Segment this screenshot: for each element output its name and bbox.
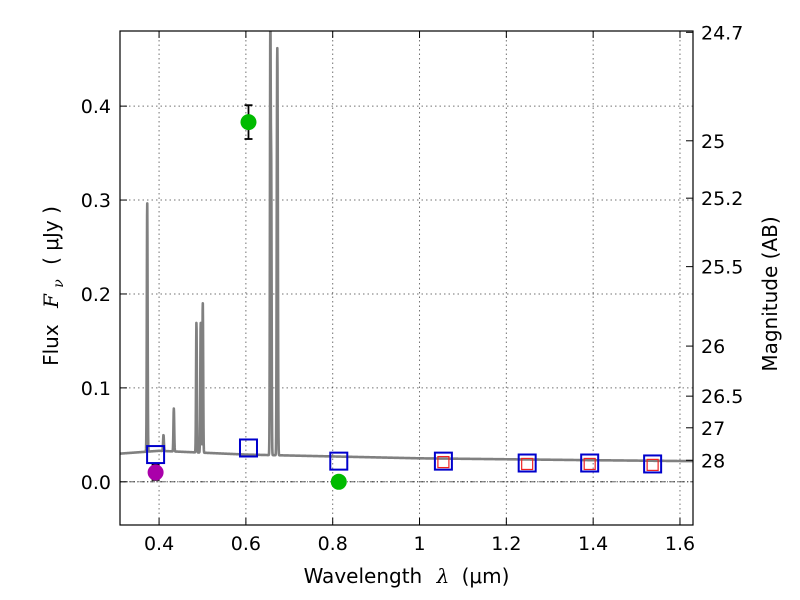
x-tick-label: 0.4 xyxy=(144,533,174,555)
x-axis-title-symbol: λ xyxy=(436,564,450,588)
model-photometry-ir-marker xyxy=(437,455,450,469)
y-axis-title-subscript: ν xyxy=(51,279,67,288)
y-tick-label: 0.0 xyxy=(81,472,111,494)
y-axis-title: Flux F ν ( μJy ) xyxy=(39,206,68,366)
x-axis-title-prefix: Wavelength xyxy=(304,564,423,588)
x-axis-title: Wavelength λ (μm) xyxy=(304,564,510,588)
y2-tick-label: 25.2 xyxy=(701,188,743,210)
data-point xyxy=(147,464,164,481)
model-photometry-marker xyxy=(517,453,537,473)
model-photometry-ir-marker xyxy=(583,457,596,471)
model-photometry-ir-marker xyxy=(521,457,534,471)
y-tick-label: 0.2 xyxy=(81,284,111,306)
x-tick-label: 1 xyxy=(413,533,425,555)
x-tick-label: 1.2 xyxy=(491,533,521,555)
y-axis-title-unit: ( μJy ) xyxy=(39,206,63,265)
axis-ticks: 0.4 0.6 0.8 1 1.2 1.4 1.6 0.0 0.1 0.2 0.3 0.4 24.7 25… xyxy=(81,22,744,555)
model-photometry-ir-marker xyxy=(646,458,659,471)
x-tick-label: 1.6 xyxy=(665,533,695,555)
model-photometry-marker xyxy=(580,453,600,473)
x-tick-label: 0.8 xyxy=(318,533,348,555)
plot-frame xyxy=(119,30,694,526)
model-photometry-marker xyxy=(146,445,166,465)
y-tick-label: 0.3 xyxy=(81,190,111,212)
data-point xyxy=(330,473,347,490)
y-axis-title-symbol: F xyxy=(39,293,63,309)
model-photometry-marker xyxy=(329,451,349,471)
y2-tick-label: 24.7 xyxy=(701,22,743,44)
grid-lines xyxy=(120,31,693,525)
model-photometry-marker xyxy=(433,451,453,471)
y2-tick-label: 28 xyxy=(701,450,725,472)
model-photometry-marker xyxy=(238,438,258,458)
x-axis-title-unit: (μm) xyxy=(462,564,510,588)
y2-tick-label: 25.5 xyxy=(701,257,743,279)
x-tick-label: 1.4 xyxy=(578,533,608,555)
y2-axis-title: Magnitude (AB) xyxy=(758,216,782,371)
plot-data xyxy=(120,31,693,490)
y2-tick-label: 27 xyxy=(701,418,725,440)
y2-tick-label: 26.5 xyxy=(701,386,743,408)
y2-tick-label: 26 xyxy=(701,336,725,358)
y-tick-label: 0.1 xyxy=(81,378,111,400)
y-tick-label: 0.4 xyxy=(81,96,111,118)
data-point xyxy=(240,114,257,131)
model-spectrum-line xyxy=(120,31,693,463)
y2-tick-label: 25 xyxy=(701,131,725,153)
x-tick-label: 0.6 xyxy=(231,533,261,555)
y-axis-title-prefix: Flux xyxy=(39,324,63,366)
model-photometry-marker xyxy=(643,454,663,474)
